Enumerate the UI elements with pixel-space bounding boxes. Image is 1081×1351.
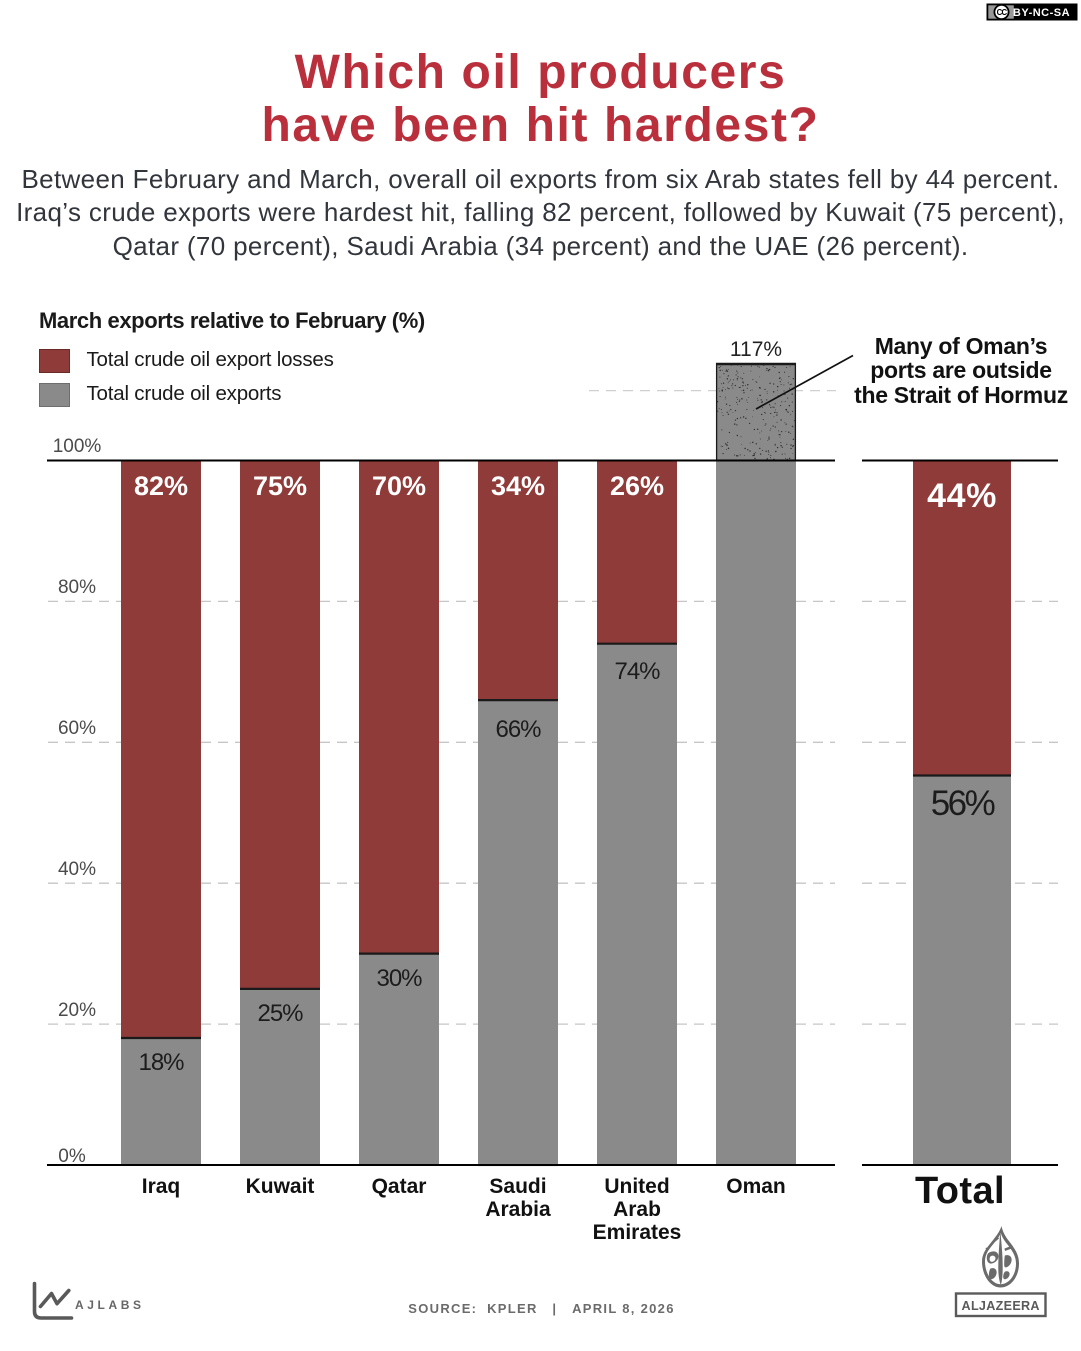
svg-text:ALJAZEERA: ALJAZEERA <box>962 1299 1040 1313</box>
svg-text:BY-NC-SA: BY-NC-SA <box>1013 7 1070 19</box>
svg-text:CC: CC <box>997 8 1008 17</box>
